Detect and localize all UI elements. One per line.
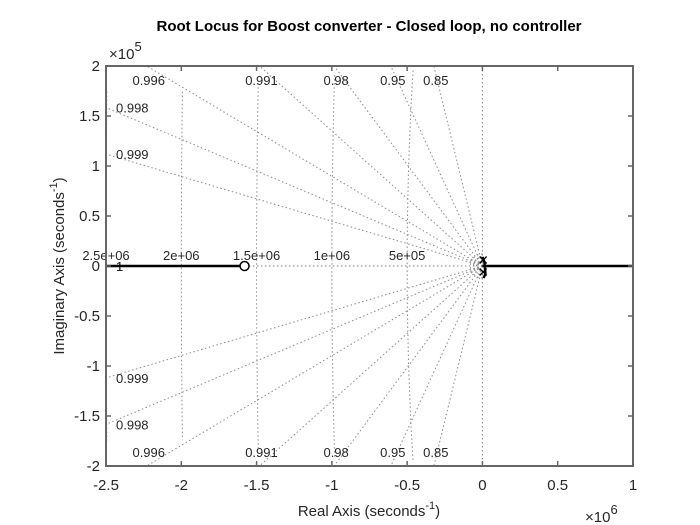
y-multiplier: ×105	[109, 39, 142, 63]
damping-line-0.95	[390, 265, 483, 467]
x-tick-label: 0.5	[547, 477, 568, 494]
svg-text:Imaginary Axis (seconds-1): Imaginary Axis (seconds-1)	[48, 177, 68, 354]
zero-marker	[239, 260, 250, 272]
svg-text:×105: ×105	[109, 39, 142, 63]
y-tick-label: 0	[92, 258, 100, 275]
damping-label: 0.998	[116, 417, 149, 432]
damping-label: 0.98	[323, 73, 348, 88]
marker-layer	[239, 256, 488, 276]
x-tick-label: -0.5	[394, 477, 420, 494]
damping-label: 0.996	[132, 445, 165, 460]
y-tick-label: -1	[87, 358, 100, 375]
damping-label: 0.95	[380, 73, 405, 88]
damping-line-0.996	[146, 65, 483, 267]
damping-label: 0.85	[423, 73, 448, 88]
x-tick-label: 1	[629, 477, 637, 494]
pole-marker	[479, 268, 488, 276]
tick-layer: -2.5 -2 -1.5 -1 -0.5 0 0.5 1 -2 -1.5 -1 -0.5 0 0.5 1 1.…	[74, 58, 637, 494]
x-tick-label: -1.5	[244, 477, 270, 494]
pole-marker	[479, 256, 488, 264]
svg-text:Real Axis (seconds-1): Real Axis (seconds-1)	[298, 500, 440, 520]
damping-line-0.98	[333, 265, 483, 467]
wn-label: 2e+06	[163, 248, 200, 263]
damping-line-0.85	[433, 65, 483, 267]
wn-arc-1.5e+06	[256, 83, 259, 449]
y-tick-label: 2	[92, 58, 100, 75]
damping-line-0.999	[105, 265, 483, 379]
damping-line-0.999	[105, 153, 483, 267]
x-tick-label: -1	[325, 477, 338, 494]
wn-label: 1.5e+06	[233, 248, 280, 263]
x-tick-label: 0	[478, 477, 486, 494]
damping-line-0.98	[333, 65, 483, 267]
damping-line-0.991	[259, 65, 483, 267]
x-tick-label: -2.5	[93, 477, 119, 494]
origin-arc	[469, 253, 483, 279]
damping-label: 0.991	[245, 73, 278, 88]
y-tick-label: -0.5	[74, 308, 100, 325]
x-multiplier: ×106	[585, 502, 618, 525]
chart-title: Root Locus for Boost converter - Closed …	[156, 18, 581, 35]
svg-text:×106: ×106	[585, 502, 618, 525]
y-tick-label: 0.5	[79, 208, 100, 225]
damping-line-0.998	[105, 265, 483, 425]
y-axis-label: Imaginary Axis (seconds-1)	[48, 177, 68, 354]
damping-label: 0.999	[116, 147, 149, 162]
x-axis-label: Real Axis (seconds-1)	[298, 500, 440, 520]
y-tick-label: 1.5	[79, 108, 100, 125]
damping-label: 0.95	[380, 445, 405, 460]
damping-line-0.998	[105, 107, 483, 267]
damping-label: 0.98	[323, 445, 348, 460]
damping-line-0.996	[146, 265, 483, 467]
wn-label: 5e+05	[389, 248, 426, 263]
wn-label: 1e+06	[314, 248, 351, 263]
plot-frame	[105, 65, 634, 467]
damping-line-0.85	[433, 265, 483, 467]
origin-arc	[475, 259, 483, 273]
damping-line-0.991	[259, 265, 483, 467]
y-tick-label: -1.5	[74, 408, 100, 425]
damping-line-0.95	[390, 65, 483, 267]
y-tick-label: -2	[87, 458, 100, 475]
damping-label: 0.998	[116, 101, 149, 116]
x-tick-label: -2	[175, 477, 188, 494]
damping-label: 0.996	[132, 73, 165, 88]
y-tick-label: 1	[92, 158, 100, 175]
damping-label: 0.991	[245, 445, 278, 460]
damping-label: 0.999	[116, 371, 149, 386]
damping-label: 0.85	[423, 445, 448, 460]
origin-arc	[472, 256, 483, 276]
